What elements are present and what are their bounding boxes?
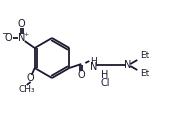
Text: CH₃: CH₃	[18, 84, 35, 94]
Text: −: −	[1, 30, 7, 38]
Text: +: +	[24, 31, 29, 37]
Text: N: N	[90, 62, 97, 72]
Text: Cl: Cl	[100, 78, 110, 88]
Text: O: O	[27, 73, 35, 83]
Text: Et: Et	[140, 52, 150, 60]
Text: N: N	[124, 60, 131, 70]
Text: O: O	[77, 70, 85, 80]
Text: H: H	[90, 57, 97, 65]
Text: Et: Et	[140, 69, 150, 79]
Text: O: O	[18, 19, 26, 29]
Text: O: O	[5, 33, 12, 43]
Text: H: H	[101, 70, 109, 80]
Text: N: N	[18, 33, 25, 43]
